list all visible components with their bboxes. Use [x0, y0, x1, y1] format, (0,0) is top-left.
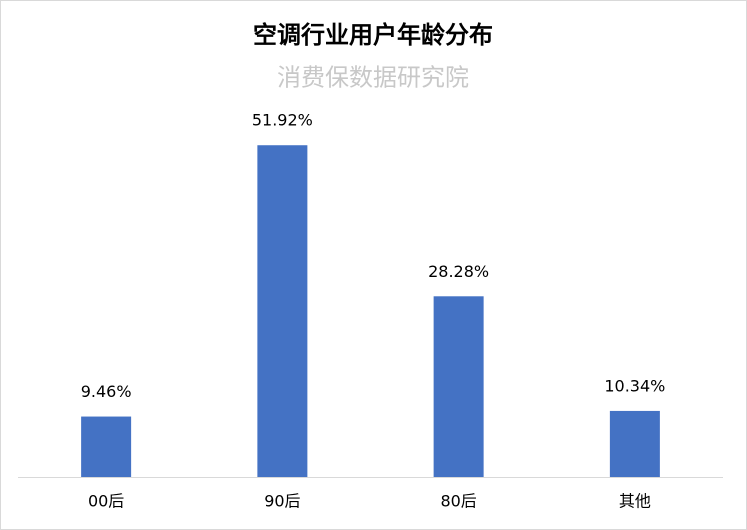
data-label: 9.46%: [81, 382, 132, 401]
data-label: 28.28%: [428, 262, 489, 281]
x-tick-label: 00后: [88, 492, 124, 511]
x-tick-label: 90后: [264, 492, 300, 511]
chart-subtitle: 消费保数据研究院: [277, 64, 469, 92]
bar: [81, 416, 132, 477]
data-label: 51.92%: [252, 111, 313, 130]
data-label: 10.34%: [604, 376, 665, 395]
bar: [433, 296, 484, 477]
bar: [257, 145, 308, 477]
bar: [609, 410, 660, 477]
chart-title: 空调行业用户年龄分布: [253, 21, 493, 49]
x-tick-label: 80后: [440, 492, 476, 511]
x-tick-label: 其他: [619, 492, 651, 511]
